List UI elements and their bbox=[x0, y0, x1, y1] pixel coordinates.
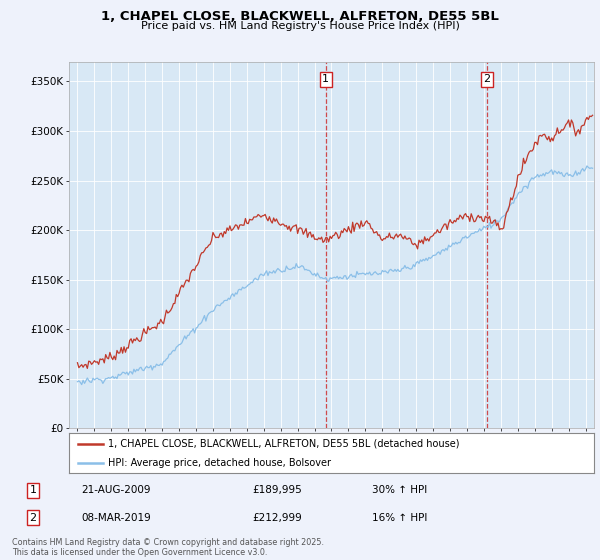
Text: 08-MAR-2019: 08-MAR-2019 bbox=[81, 513, 151, 523]
Text: 1, CHAPEL CLOSE, BLACKWELL, ALFRETON, DE55 5BL (detached house): 1, CHAPEL CLOSE, BLACKWELL, ALFRETON, DE… bbox=[109, 439, 460, 449]
Text: Contains HM Land Registry data © Crown copyright and database right 2025.
This d: Contains HM Land Registry data © Crown c… bbox=[12, 538, 324, 557]
Text: 1: 1 bbox=[29, 485, 37, 495]
Text: £212,999: £212,999 bbox=[252, 513, 302, 523]
Text: HPI: Average price, detached house, Bolsover: HPI: Average price, detached house, Bols… bbox=[109, 458, 331, 468]
Text: 2: 2 bbox=[484, 74, 491, 85]
Text: 1: 1 bbox=[322, 74, 329, 85]
Text: 1, CHAPEL CLOSE, BLACKWELL, ALFRETON, DE55 5BL: 1, CHAPEL CLOSE, BLACKWELL, ALFRETON, DE… bbox=[101, 10, 499, 23]
Text: 2: 2 bbox=[29, 513, 37, 523]
Text: £189,995: £189,995 bbox=[252, 485, 302, 495]
Text: Price paid vs. HM Land Registry's House Price Index (HPI): Price paid vs. HM Land Registry's House … bbox=[140, 21, 460, 31]
Text: 16% ↑ HPI: 16% ↑ HPI bbox=[372, 513, 427, 523]
Text: 30% ↑ HPI: 30% ↑ HPI bbox=[372, 485, 427, 495]
Text: 21-AUG-2009: 21-AUG-2009 bbox=[81, 485, 151, 495]
